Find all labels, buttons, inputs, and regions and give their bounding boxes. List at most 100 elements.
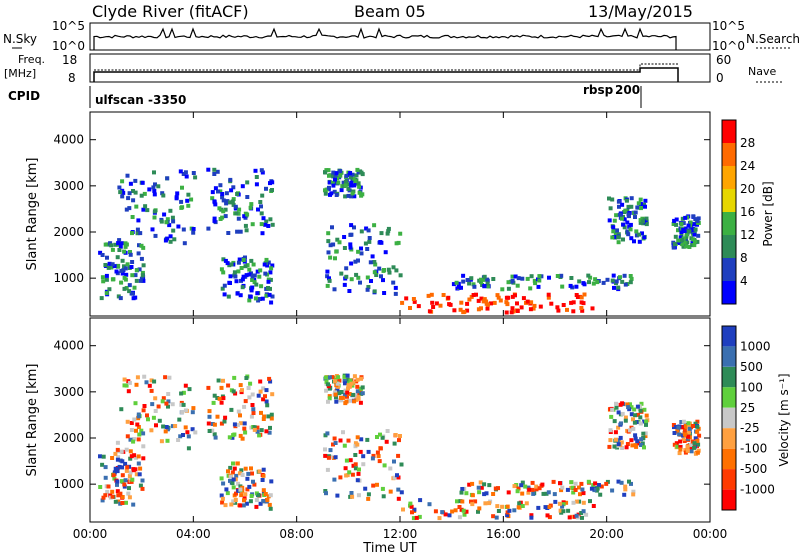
echo-cell — [408, 501, 413, 506]
echo-cell — [399, 490, 404, 495]
echo-cell — [104, 273, 109, 278]
echo-cell — [377, 459, 382, 464]
echo-cell — [212, 393, 217, 398]
echo-cell — [537, 278, 542, 283]
echo-cell — [343, 381, 347, 386]
echo-cell — [134, 204, 139, 209]
echo-cell — [241, 503, 246, 508]
echo-cell — [631, 489, 636, 494]
echo-cell — [682, 240, 687, 245]
echo-cell — [165, 176, 170, 181]
cpid-program-1-name: ulfscan — [95, 93, 144, 107]
echo-cell — [149, 378, 154, 383]
echo-cell — [617, 212, 622, 217]
echo-cell — [128, 252, 133, 257]
echo-cell — [123, 266, 128, 271]
echo-cell — [335, 381, 340, 386]
echo-cell — [165, 217, 170, 222]
colorbar-tick-label: 500 — [740, 360, 763, 374]
echo-cell — [573, 488, 578, 492]
echo-cell — [348, 245, 353, 250]
echo-cell — [349, 491, 354, 495]
echo-cell — [624, 198, 629, 203]
echo-cell — [179, 402, 184, 407]
echo-cell — [130, 231, 134, 236]
echo-cell — [482, 274, 487, 279]
echo-cell — [685, 232, 690, 237]
echo-cell — [242, 404, 247, 409]
echo-cell — [156, 184, 161, 189]
colorbar-swatch — [722, 235, 736, 258]
echo-cell — [254, 182, 259, 187]
echo-cell — [243, 223, 248, 228]
echo-cell — [506, 280, 511, 285]
echo-cell — [261, 488, 266, 493]
echo-cell — [265, 403, 270, 408]
echo-cell — [558, 481, 562, 486]
echo-cell — [639, 206, 643, 211]
nsky-tick-bottom: 10^0 — [52, 39, 85, 53]
echo-cell — [119, 407, 124, 412]
echo-cell — [400, 300, 405, 305]
echo-cell — [491, 514, 496, 519]
echo-cell — [620, 279, 625, 284]
colorbar-swatch — [722, 366, 736, 388]
echo-cell — [684, 244, 688, 249]
echo-cell — [132, 417, 137, 422]
echo-cell — [129, 265, 134, 269]
echo-cell — [345, 377, 350, 382]
echo-cell — [343, 183, 348, 188]
echo-cell — [682, 428, 687, 433]
echo-cell — [401, 507, 405, 512]
echo-cell — [482, 297, 487, 302]
echo-cell — [334, 395, 338, 400]
echo-cell — [352, 194, 357, 199]
echo-cell — [132, 453, 137, 458]
echo-cell — [622, 492, 627, 497]
echo-cell — [190, 410, 195, 415]
echo-cell — [226, 383, 231, 388]
echo-cell — [692, 445, 697, 450]
echo-cell — [220, 195, 225, 200]
echo-cell — [566, 508, 571, 513]
echo-cell — [243, 466, 248, 471]
echo-cell — [245, 487, 250, 492]
echo-cell — [232, 466, 237, 471]
echo-cell — [118, 501, 123, 506]
echo-cell — [128, 470, 133, 475]
echo-cell — [326, 382, 330, 387]
echo-cell — [560, 504, 565, 509]
echo-cell — [133, 401, 138, 406]
echo-cell — [191, 227, 196, 231]
echo-cell — [131, 502, 136, 507]
echo-cell — [242, 421, 247, 426]
echo-cell — [611, 229, 616, 234]
echo-cell — [643, 198, 648, 203]
echo-cell — [396, 453, 401, 458]
echo-cell — [114, 269, 119, 274]
echo-cell — [546, 292, 551, 297]
echo-cell — [681, 244, 686, 249]
echo-cell — [138, 483, 143, 488]
echo-cell — [135, 375, 140, 380]
echo-cell — [130, 273, 135, 278]
echo-cell — [689, 445, 694, 450]
echo-cell — [434, 301, 439, 306]
echo-cell — [477, 506, 482, 511]
echo-cell — [126, 389, 131, 394]
echo-cell — [328, 192, 332, 197]
echo-cell — [255, 425, 260, 430]
echo-cell — [582, 282, 587, 287]
echo-cell — [101, 279, 106, 284]
echo-cell — [260, 170, 265, 175]
echo-cell — [348, 242, 353, 247]
echo-cell — [357, 184, 362, 189]
echo-cell — [366, 492, 371, 497]
echo-cell — [255, 269, 260, 274]
echo-cell — [365, 287, 370, 292]
echo-cell — [122, 377, 127, 382]
echo-cell — [616, 442, 621, 447]
echo-cell — [328, 243, 333, 248]
echo-cell — [530, 480, 535, 485]
y-tick-label: 1000 — [53, 477, 84, 491]
